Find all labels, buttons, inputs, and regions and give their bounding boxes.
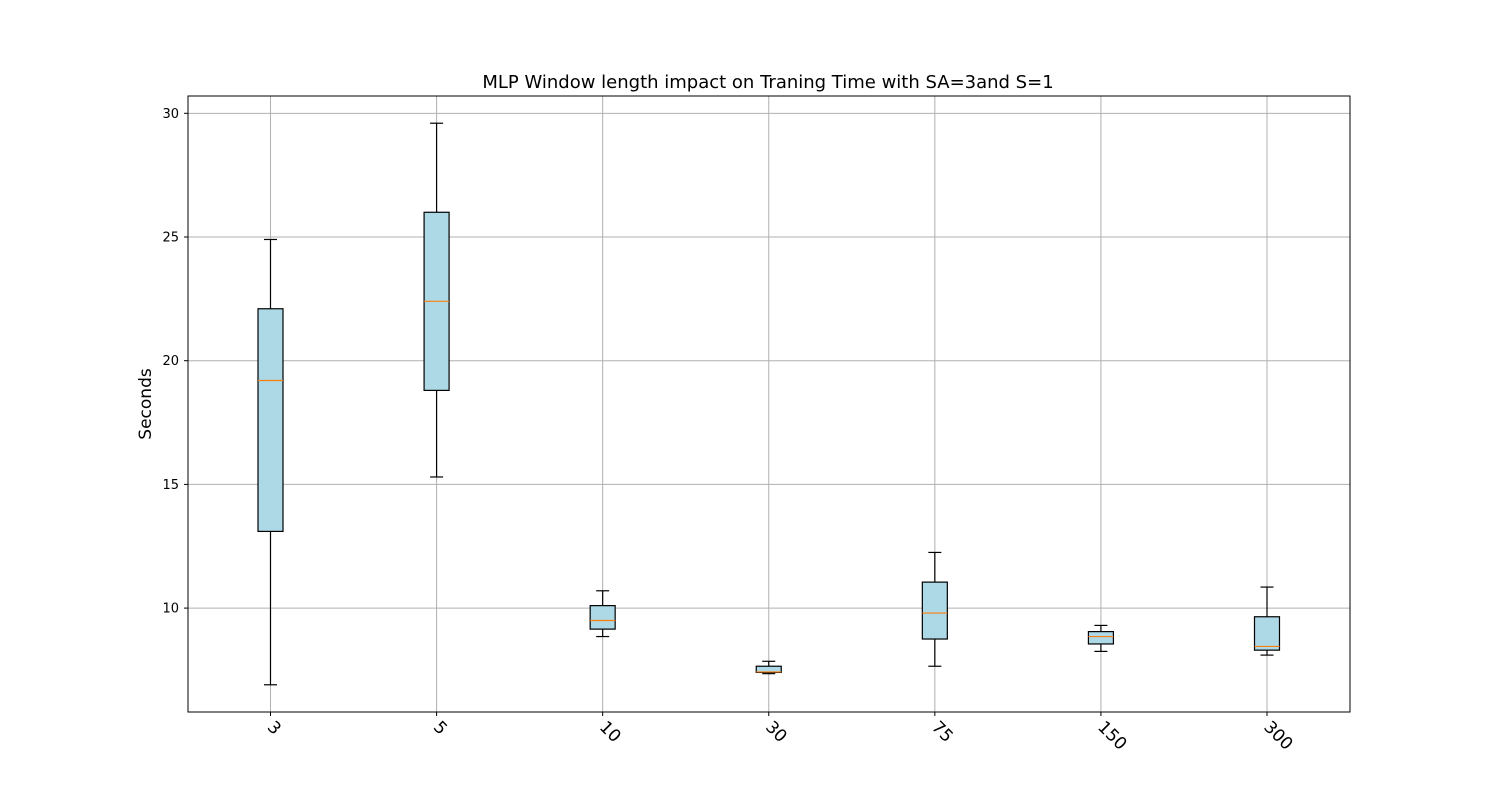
x-tick-label: 30 bbox=[761, 717, 790, 746]
y-axis-label: Seconds bbox=[136, 368, 156, 440]
y-tick-label: 15 bbox=[162, 478, 179, 493]
box-body bbox=[1253, 616, 1281, 651]
y-tick-label: 20 bbox=[162, 354, 179, 369]
grid-layer bbox=[188, 96, 1350, 712]
box-body bbox=[921, 581, 948, 640]
box-3 bbox=[257, 238, 284, 686]
x-tick-label: 3 bbox=[263, 717, 285, 739]
x-tick-label: 150 bbox=[1093, 717, 1130, 754]
box-30 bbox=[755, 660, 782, 675]
x-tick-label: 75 bbox=[927, 717, 956, 746]
y-tick-label: 10 bbox=[162, 602, 179, 617]
box-body bbox=[1087, 630, 1115, 645]
y-tick-label: 30 bbox=[162, 107, 179, 122]
box-layer bbox=[257, 122, 1281, 686]
x-tick-label: 300 bbox=[1259, 717, 1296, 754]
y-tick-label: 25 bbox=[162, 231, 179, 246]
box-150 bbox=[1087, 624, 1115, 652]
box-body bbox=[589, 605, 616, 630]
x-tick-label: 10 bbox=[595, 717, 624, 746]
box-300 bbox=[1253, 586, 1281, 656]
x-tick-label: 5 bbox=[429, 717, 451, 739]
box-10 bbox=[589, 590, 616, 638]
box-5 bbox=[423, 122, 450, 478]
box-body bbox=[257, 308, 284, 533]
box-75 bbox=[921, 551, 948, 667]
chart-title: MLP Window length impact on Traning Time… bbox=[482, 72, 1053, 93]
